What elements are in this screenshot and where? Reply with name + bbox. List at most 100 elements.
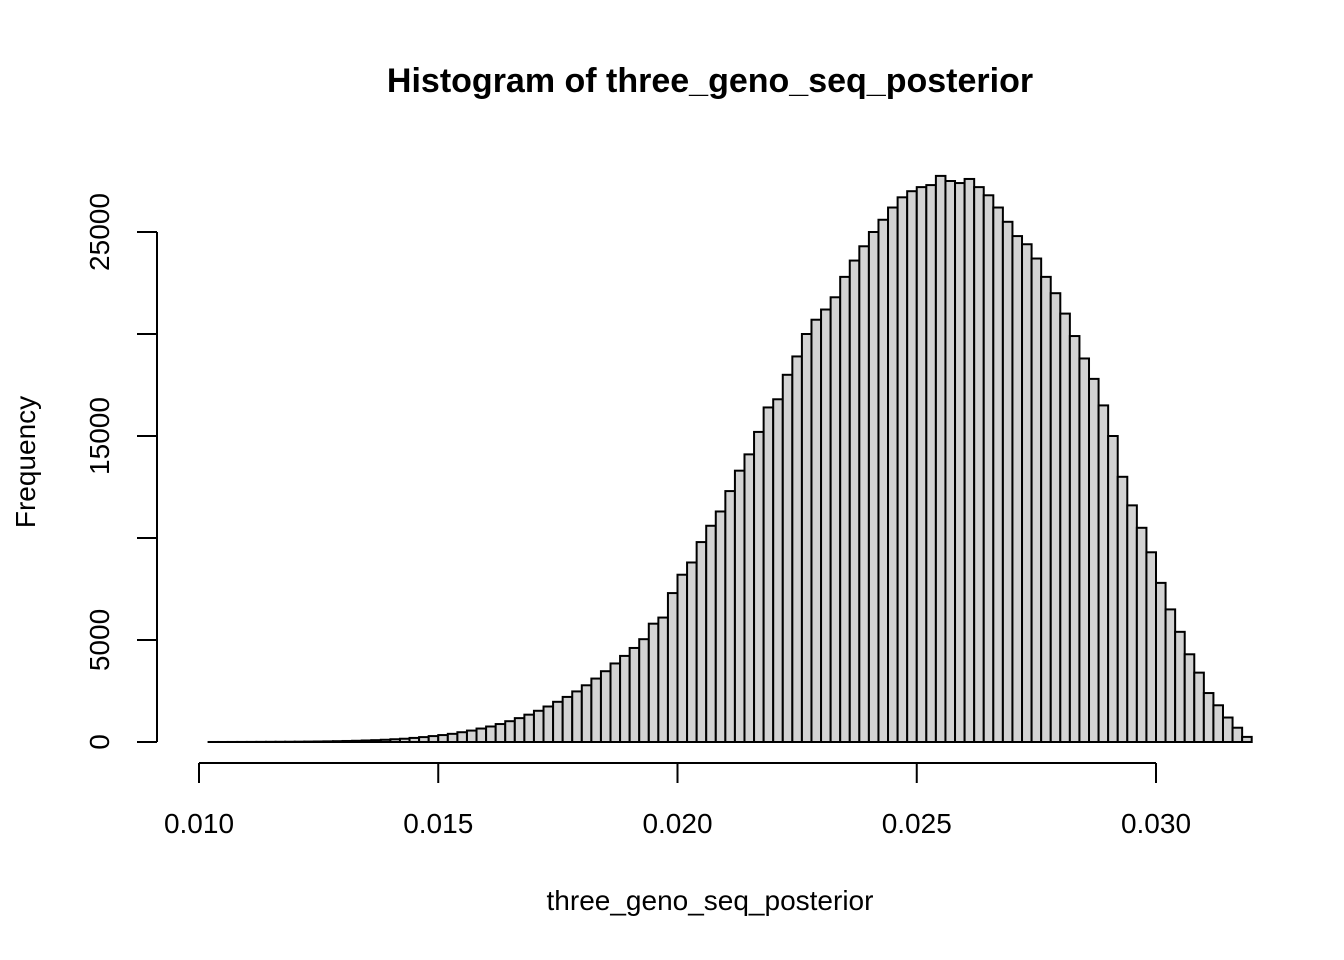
x-axis: 0.010 0.015 0.020 0.025 0.030 [164,762,1191,839]
histogram-bar [1155,581,1167,743]
histogram-bar [973,186,985,743]
histogram-bar [341,739,354,743]
histogram-bar [925,184,937,743]
histogram-bar [456,731,468,744]
histogram-bar [762,406,775,743]
y-axis-label: Frequency [10,396,41,528]
histogram-bar [638,638,650,743]
histogram-bar [1221,716,1234,744]
histogram-bar [1049,292,1062,743]
histogram-bar [666,592,679,744]
histogram-bar [322,740,334,743]
histogram-bar [1001,220,1014,744]
y-tick-label: 0 [84,734,115,750]
histogram-bar [810,318,823,743]
histogram-bar [561,695,574,743]
histogram-bar [963,177,976,743]
histogram-bar [858,245,870,743]
x-tick-label: 0.030 [1121,808,1191,839]
x-tick-label: 0.010 [164,808,234,839]
histogram-bar [695,541,708,744]
histogram-bar [791,355,803,743]
histogram-bar [1202,692,1215,743]
histogram-bar [599,670,612,744]
histogram-bar [513,717,526,744]
histogram-bar [437,734,449,743]
histogram-bar [446,732,459,744]
histogram-bar [676,573,689,743]
histogram-bar [1078,357,1091,743]
histogram-bar [934,174,947,743]
histogram-bar [504,720,516,744]
x-tick-label: 0.025 [882,808,952,839]
histogram-bar [877,218,890,743]
histogram-bar [800,333,813,743]
histogram-bar [887,206,899,743]
histogram-bar [398,737,411,743]
histogram-bar [1135,526,1148,743]
histogram-bar [743,453,756,743]
histogram-bar [839,275,851,743]
histogram-bar [523,713,535,743]
histogram-bar [465,729,478,744]
histogram-bar [494,723,507,743]
histogram-bar [542,705,555,743]
histogram-bar [609,662,622,744]
histogram-bar [389,738,401,743]
histogram-bar [867,231,880,743]
histogram-bar [820,308,832,743]
y-tick-label: 25000 [84,193,115,271]
histogram-bar [714,510,727,744]
histogram-bar [1164,608,1177,744]
histogram-bar [1030,257,1043,743]
y-axis: 0 5000 15000 25000 [84,193,158,750]
histogram-bar [915,186,928,743]
histogram-bar [705,524,717,744]
histogram-bar [1040,275,1052,743]
histogram-bar [647,622,660,743]
histogram-bar [1212,704,1224,744]
histogram-bar [829,296,842,743]
histogram-bar [686,561,698,743]
histogram-bar [408,736,421,743]
histogram-bar [580,684,593,743]
histogram-bar [590,677,602,743]
histogram-bar [724,490,736,743]
x-tick-label: 0.015 [403,808,473,839]
histogram-bar [1097,404,1110,743]
histogram-bar [351,739,363,744]
histogram-bar [906,190,918,743]
bars-group [207,174,1253,744]
y-tick-label: 15000 [84,397,115,475]
histogram-bar [1126,504,1138,743]
y-tick-label: 5000 [84,609,115,671]
histogram-bar [992,206,1004,743]
histogram-bar [312,740,325,743]
histogram-bar [1145,551,1158,744]
x-tick-label: 0.020 [642,808,712,839]
histogram-bar [628,646,641,744]
histogram-bar [772,398,784,743]
histogram-bar [571,690,583,743]
histogram-bar [1068,335,1081,743]
histogram-bar [1021,243,1033,744]
histogram-bar [896,196,909,743]
x-axis-label: three_geno_seq_posterior [547,885,874,916]
histogram-bar [1231,726,1244,743]
histogram-bar [619,654,631,743]
chart-title: Histogram of three_geno_seq_posterior [387,62,1033,100]
histogram-bar [485,725,497,743]
histogram-bar [1059,312,1071,743]
histogram-bar [475,727,488,743]
histogram-bar [733,469,746,743]
histogram-bar [427,735,440,744]
histogram-bar [1116,475,1129,743]
histogram-bar [781,373,794,743]
histogram-bar [1088,377,1100,743]
histogram-bar [532,709,545,743]
histogram-bar [418,736,430,743]
histogram-bar [1193,671,1205,744]
histogram-bar [848,259,861,743]
histogram-bar [1174,630,1186,744]
